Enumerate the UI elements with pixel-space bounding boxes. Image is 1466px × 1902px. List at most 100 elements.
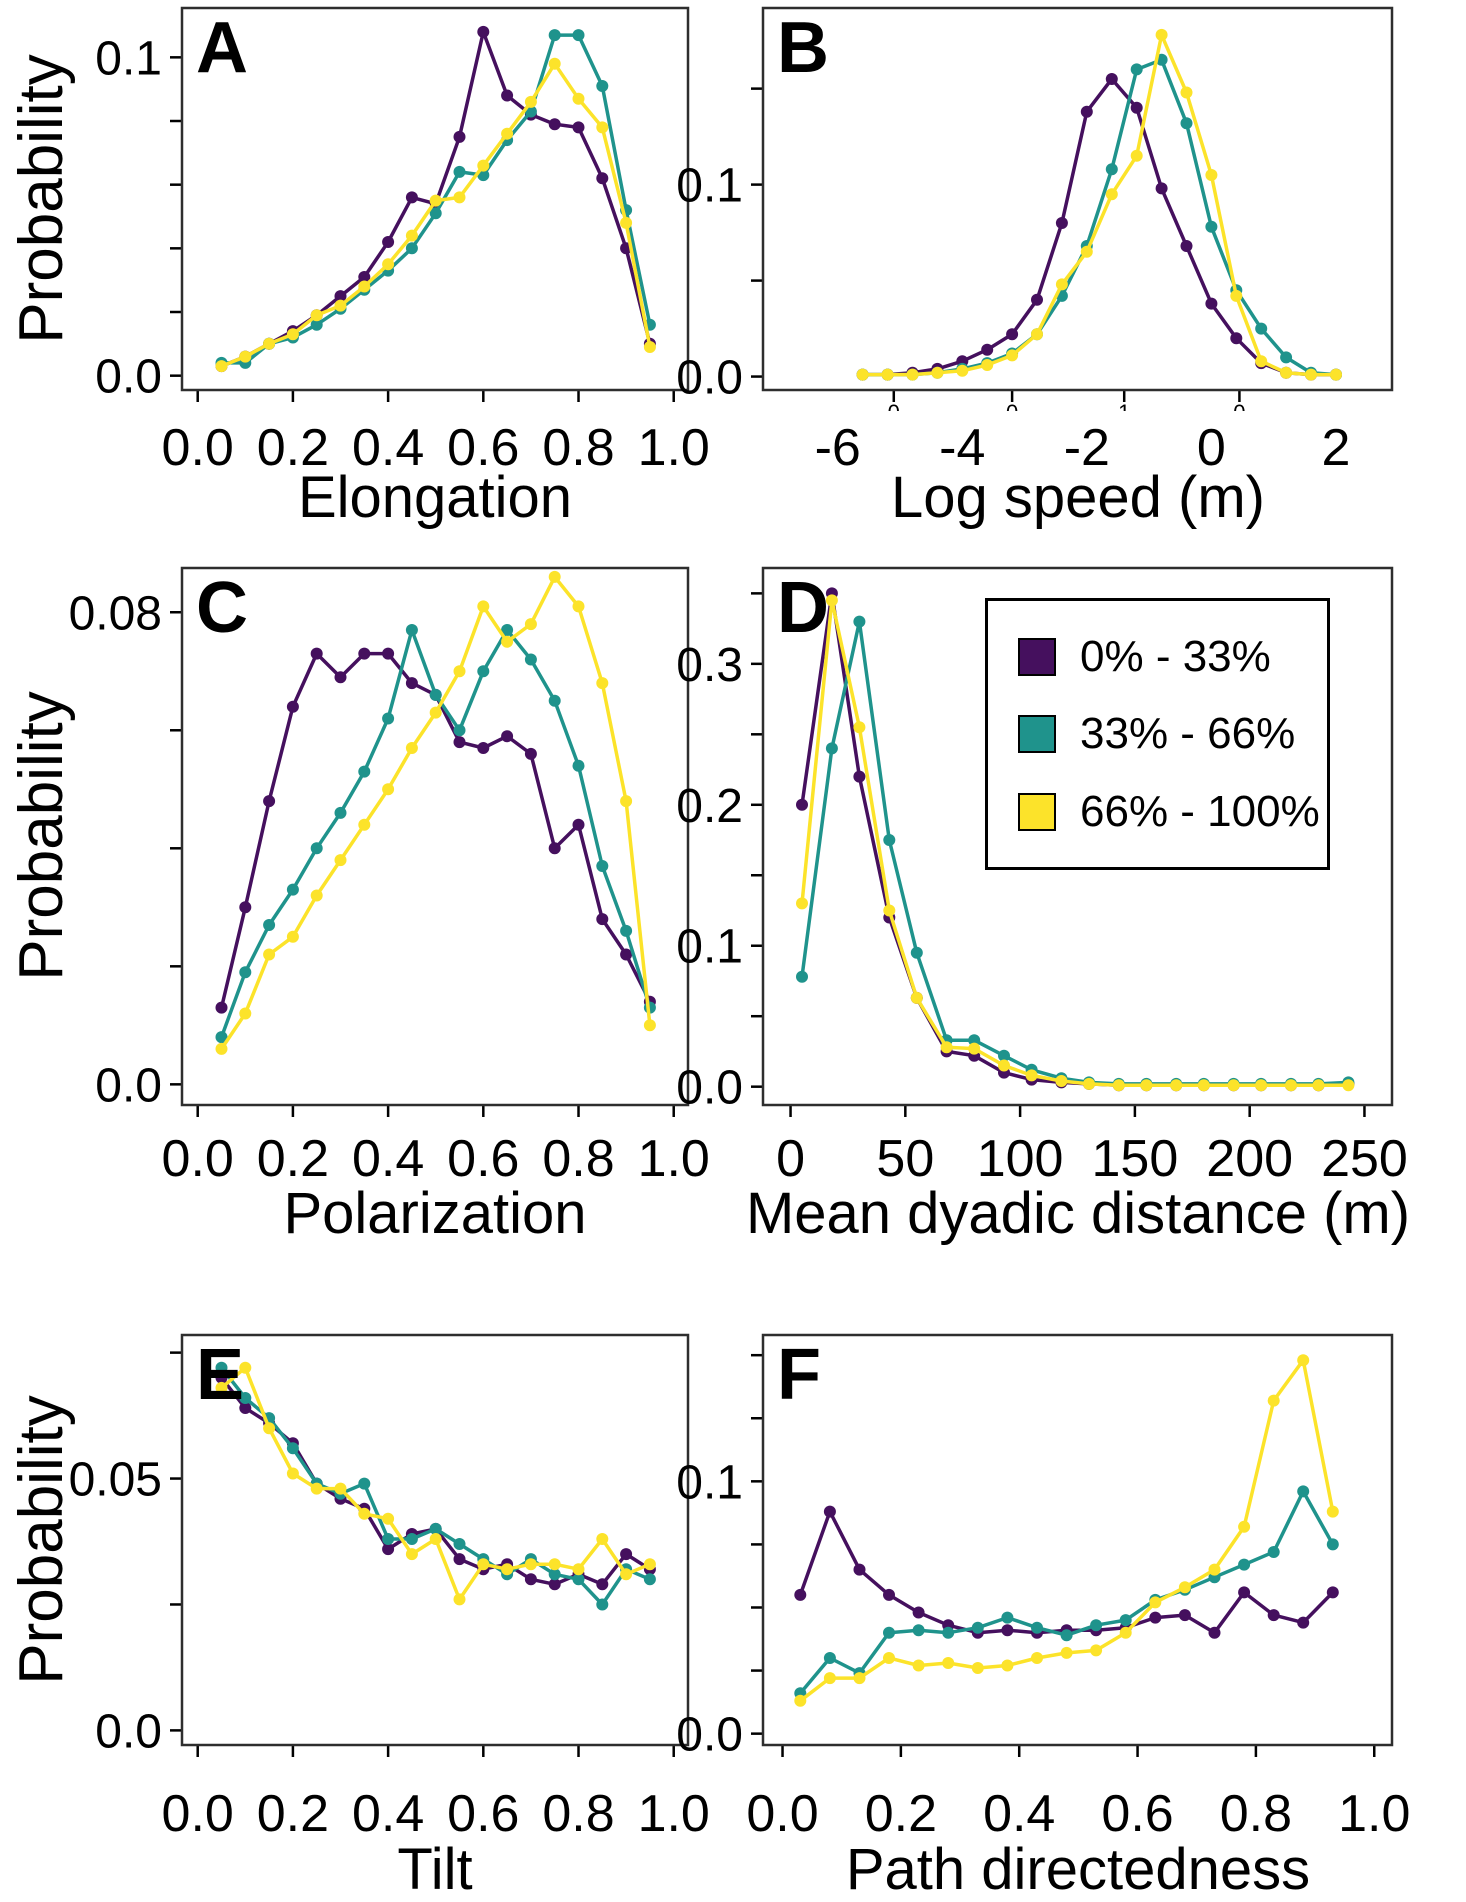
y-tick-label: 0.1 <box>676 160 743 213</box>
series-point-teal <box>853 615 866 628</box>
y-tick-label: 0.0 <box>676 352 743 405</box>
series-point-yellow <box>1230 289 1243 302</box>
x-subtick-mask <box>877 411 910 425</box>
series-point-teal <box>572 759 585 772</box>
x-tick-label: -6 <box>815 419 861 477</box>
series-point-yellow <box>429 706 442 719</box>
series-point-yellow <box>620 216 633 229</box>
series-point-yellow <box>796 897 808 910</box>
x-tick-label: 200 <box>1206 1130 1293 1188</box>
series-point-purple <box>1006 328 1019 341</box>
series-point-teal <box>942 1626 955 1639</box>
series-point-yellow <box>1031 1652 1043 1664</box>
series-point-yellow <box>853 721 866 734</box>
series-point-yellow <box>310 309 323 322</box>
legend-swatch-yellow <box>1018 792 1056 831</box>
series-point-purple <box>477 25 490 38</box>
series-point-yellow <box>263 948 276 961</box>
x-tick-label: 1.0 <box>638 419 710 477</box>
series-point-teal <box>910 946 923 959</box>
series-point-teal <box>968 1034 981 1047</box>
series-point-yellow <box>1227 1079 1240 1092</box>
series-point-yellow <box>1255 1079 1268 1092</box>
panel-f: 0.0 0.1 0.0 0.2 0.4 0.6 0.8 1.0 <box>676 1333 1410 1843</box>
y-tick-label: 0.1 <box>95 32 162 85</box>
x-tick-label: 0.6 <box>1101 1785 1173 1843</box>
series-point-purple <box>981 343 994 356</box>
series-point-purple <box>382 647 395 660</box>
series-point-yellow <box>524 95 537 108</box>
x-tick-label: 0.2 <box>257 419 329 477</box>
series-point-yellow <box>1305 368 1317 381</box>
x-tick-label: 1.0 <box>638 1130 710 1188</box>
legend-item: 33% - 66% <box>1018 712 1327 756</box>
series-point-purple <box>1031 293 1043 306</box>
series-point-yellow <box>910 991 923 1004</box>
x-axis-title-dyadic-distance: Mean dyadic distance (m) <box>745 1181 1411 1246</box>
series-point-yellow <box>501 127 514 140</box>
x-tick-label: 0.6 <box>447 419 519 477</box>
x-tick-label: 0.6 <box>447 1130 519 1188</box>
series-point-purple <box>1230 332 1243 345</box>
series-point-yellow <box>501 1563 514 1576</box>
series-point-teal <box>263 919 276 931</box>
series-point-yellow <box>881 368 894 381</box>
series-point-teal <box>825 742 838 755</box>
y-tick-label: 0.0 <box>676 1709 743 1762</box>
series-point-yellow <box>643 1019 656 1032</box>
series-point-teal <box>358 765 371 778</box>
series-point-purple <box>853 770 866 783</box>
y-tick-label: 0.08 <box>69 587 162 640</box>
series-point-yellow <box>1083 1077 1095 1090</box>
series-point-yellow <box>620 1568 633 1581</box>
series-point-teal <box>310 318 323 331</box>
series-point-yellow <box>358 280 371 293</box>
series-point-purple <box>1055 217 1068 229</box>
series-point-purple <box>572 818 585 831</box>
series-point-purple <box>382 236 395 248</box>
series-point-purple <box>358 271 371 283</box>
series-point-yellow <box>382 783 395 796</box>
series-point-teal <box>572 29 585 42</box>
series-point-yellow <box>596 121 609 134</box>
series-point-yellow <box>1312 1079 1325 1092</box>
series-point-purple <box>596 172 609 185</box>
panel-d: 0.0 0.1 0.2 0.3 0 50 100 150 200 250 <box>676 566 1408 1188</box>
series-point-yellow <box>263 1422 276 1435</box>
series-point-yellow <box>1178 1581 1191 1594</box>
series-point-purple <box>263 795 276 808</box>
y-tick-label: 0.0 <box>95 1705 162 1758</box>
series-point-yellow <box>1208 1563 1221 1576</box>
series-point-yellow <box>334 854 347 867</box>
series-point-yellow <box>1006 349 1019 362</box>
series-point-yellow <box>405 742 418 754</box>
series-point-yellow <box>429 194 442 207</box>
series-point-yellow <box>215 360 228 373</box>
x-tick-label: 0.2 <box>257 1785 329 1843</box>
panel-letter-b: B <box>777 8 830 88</box>
series-point-purple <box>1105 73 1118 85</box>
series-point-yellow <box>906 368 919 381</box>
panel-e: 0.0 0.05 0.0 0.2 0.4 0.6 0.8 1.0 <box>69 1333 710 1843</box>
plot-box <box>180 6 690 392</box>
series-point-yellow <box>263 337 276 350</box>
y-tick-label: 0.3 <box>676 639 743 692</box>
x-tick-label: 50 <box>876 1130 934 1188</box>
series-point-yellow <box>382 258 395 271</box>
series-point-purple <box>334 290 347 303</box>
series-point-teal <box>1060 1629 1073 1642</box>
series-point-teal <box>1180 117 1193 130</box>
x-tick-label: 100 <box>977 1130 1064 1188</box>
series-point-teal <box>1130 63 1143 76</box>
series-point-yellow <box>572 600 585 613</box>
series-point-teal <box>477 665 490 678</box>
series-point-teal <box>215 1031 228 1044</box>
series-point-yellow <box>524 1558 537 1571</box>
x-axis-title-log-speed: Log speed (m) <box>891 465 1265 530</box>
series-point-yellow <box>942 1657 955 1669</box>
series-point-yellow <box>1205 169 1218 181</box>
series-point-yellow <box>825 594 838 607</box>
series-point-purple <box>1326 1586 1339 1599</box>
series-point-teal <box>215 1361 228 1374</box>
series-point-yellow <box>1342 1079 1355 1092</box>
